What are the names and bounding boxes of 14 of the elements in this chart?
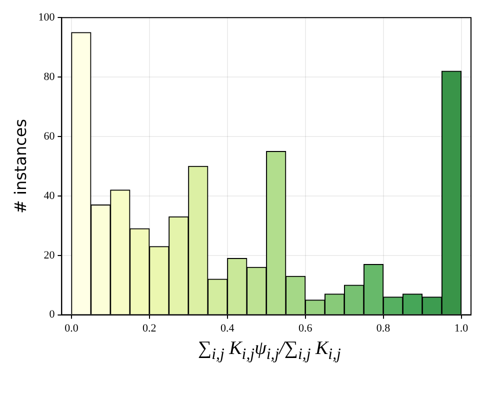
text: ∑$_{i,j}$ K$_{i,j}$ψ$_{i,j}$/∑$_{i,j}$ K$_{i,j}$ — [198, 338, 341, 363]
y-tick-label: 20 — [44, 249, 56, 262]
y-tick-label: 80 — [44, 70, 56, 83]
x-tick-label: 0.6 — [298, 322, 313, 334]
y-tick-label: 0 — [49, 308, 56, 321]
x-tick-label: 1.0 — [454, 322, 469, 334]
y-tick-label: 40 — [44, 190, 56, 202]
x-tick-label: 0.4 — [220, 322, 235, 334]
y-tick-label: 100 — [38, 11, 56, 24]
x-tick-label: 0.2 — [142, 322, 156, 334]
x-tick-label: 0.8 — [376, 322, 391, 334]
y-tick-label: 60 — [44, 130, 56, 142]
y-axis-title: # instances — [10, 118, 30, 214]
x-tick-label: 0.0 — [64, 322, 79, 334]
